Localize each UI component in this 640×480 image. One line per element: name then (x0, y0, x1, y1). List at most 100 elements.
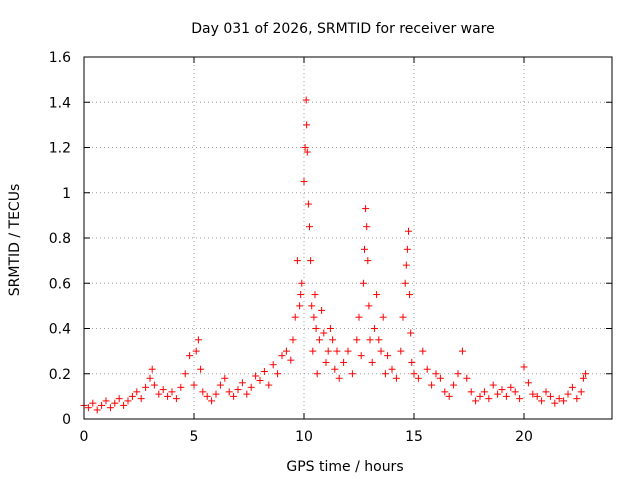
data-point (397, 347, 405, 355)
data-point (335, 374, 343, 382)
data-point (172, 395, 180, 403)
data-point (186, 352, 194, 360)
data-point (282, 347, 290, 355)
data-point (329, 336, 337, 344)
data-point (159, 386, 167, 394)
data-point (423, 365, 431, 373)
data-point (318, 306, 326, 314)
data-point (529, 390, 537, 398)
x-tick-label: 5 (190, 429, 199, 445)
data-point (401, 279, 409, 287)
data-point (331, 365, 339, 373)
data-point (357, 352, 365, 360)
data-point (538, 397, 546, 405)
data-point (296, 302, 304, 310)
y-tick-label: 0.4 (49, 322, 71, 338)
data-point (192, 347, 200, 355)
data-point (340, 358, 348, 366)
data-point (243, 390, 251, 398)
data-point (164, 392, 172, 400)
data-point (551, 399, 559, 407)
data-point (381, 370, 389, 378)
data-point (301, 144, 309, 151)
grid (84, 57, 612, 419)
x-axis-label: GPS time / hours (286, 459, 403, 475)
data-point (326, 325, 334, 332)
data-point (247, 383, 255, 391)
axis-ticks: 0 0.2 0.4 0.6 0.8 1 1.2 1.4 1.6 0 5 10 15 20 (49, 50, 612, 445)
x-tick-label: 10 (295, 429, 313, 445)
data-point (93, 406, 101, 414)
data-point (269, 361, 277, 369)
data-point (399, 313, 407, 321)
data-point (377, 347, 385, 355)
data-point (230, 392, 238, 400)
data-point (120, 401, 128, 409)
data-point (148, 365, 156, 373)
data-point (300, 177, 308, 185)
data-point (373, 291, 381, 299)
data-point (546, 392, 554, 400)
data-point (403, 245, 411, 253)
y-tick-label: 0 (62, 412, 71, 428)
data-point (355, 313, 363, 321)
data-point (524, 379, 532, 387)
x-tick-label: 15 (405, 429, 423, 445)
data-point (402, 261, 410, 269)
data-point (303, 121, 311, 129)
data-point (436, 374, 444, 382)
data-point (494, 390, 502, 398)
data-point (303, 148, 311, 156)
data-point (181, 370, 189, 378)
data-points (80, 96, 590, 414)
data-point (365, 302, 373, 310)
data-point (234, 386, 242, 394)
data-point (485, 395, 493, 403)
y-tick-label: 1.2 (49, 141, 71, 157)
data-point (274, 370, 282, 378)
data-point (168, 388, 176, 396)
data-point (208, 397, 216, 405)
data-point (142, 383, 150, 391)
data-point (560, 397, 568, 405)
data-point (348, 370, 356, 378)
data-point (364, 257, 372, 265)
data-point (542, 388, 550, 396)
data-point (298, 279, 306, 287)
plot-frame (83, 56, 613, 420)
chart-title: Day 031 of 2026, SRMTID for receiver war… (191, 21, 495, 37)
data-point (320, 329, 328, 337)
data-point (370, 325, 378, 332)
data-point (406, 291, 414, 299)
x-tick-label: 0 (80, 429, 89, 445)
data-point (502, 392, 510, 400)
data-point (441, 388, 449, 396)
data-point (516, 395, 524, 403)
data-point (124, 397, 132, 405)
data-point (432, 370, 440, 378)
data-point (216, 381, 224, 389)
data-point (392, 374, 400, 382)
data-point (150, 381, 158, 389)
data-point (450, 381, 458, 389)
data-point (564, 390, 572, 398)
data-point (293, 257, 301, 265)
data-point (498, 386, 506, 394)
data-point (408, 358, 416, 366)
data-point (304, 200, 312, 208)
data-point (582, 370, 590, 378)
data-point (306, 223, 313, 231)
data-point (256, 377, 264, 385)
data-point (472, 397, 480, 405)
y-tick-label: 1 (62, 186, 71, 202)
data-point (324, 347, 332, 355)
data-point (197, 365, 205, 373)
data-point (344, 347, 352, 355)
data-point (568, 383, 576, 391)
data-point (410, 370, 418, 378)
data-point (361, 245, 368, 253)
data-point (212, 390, 220, 398)
data-point (520, 363, 528, 371)
data-point (407, 329, 415, 337)
